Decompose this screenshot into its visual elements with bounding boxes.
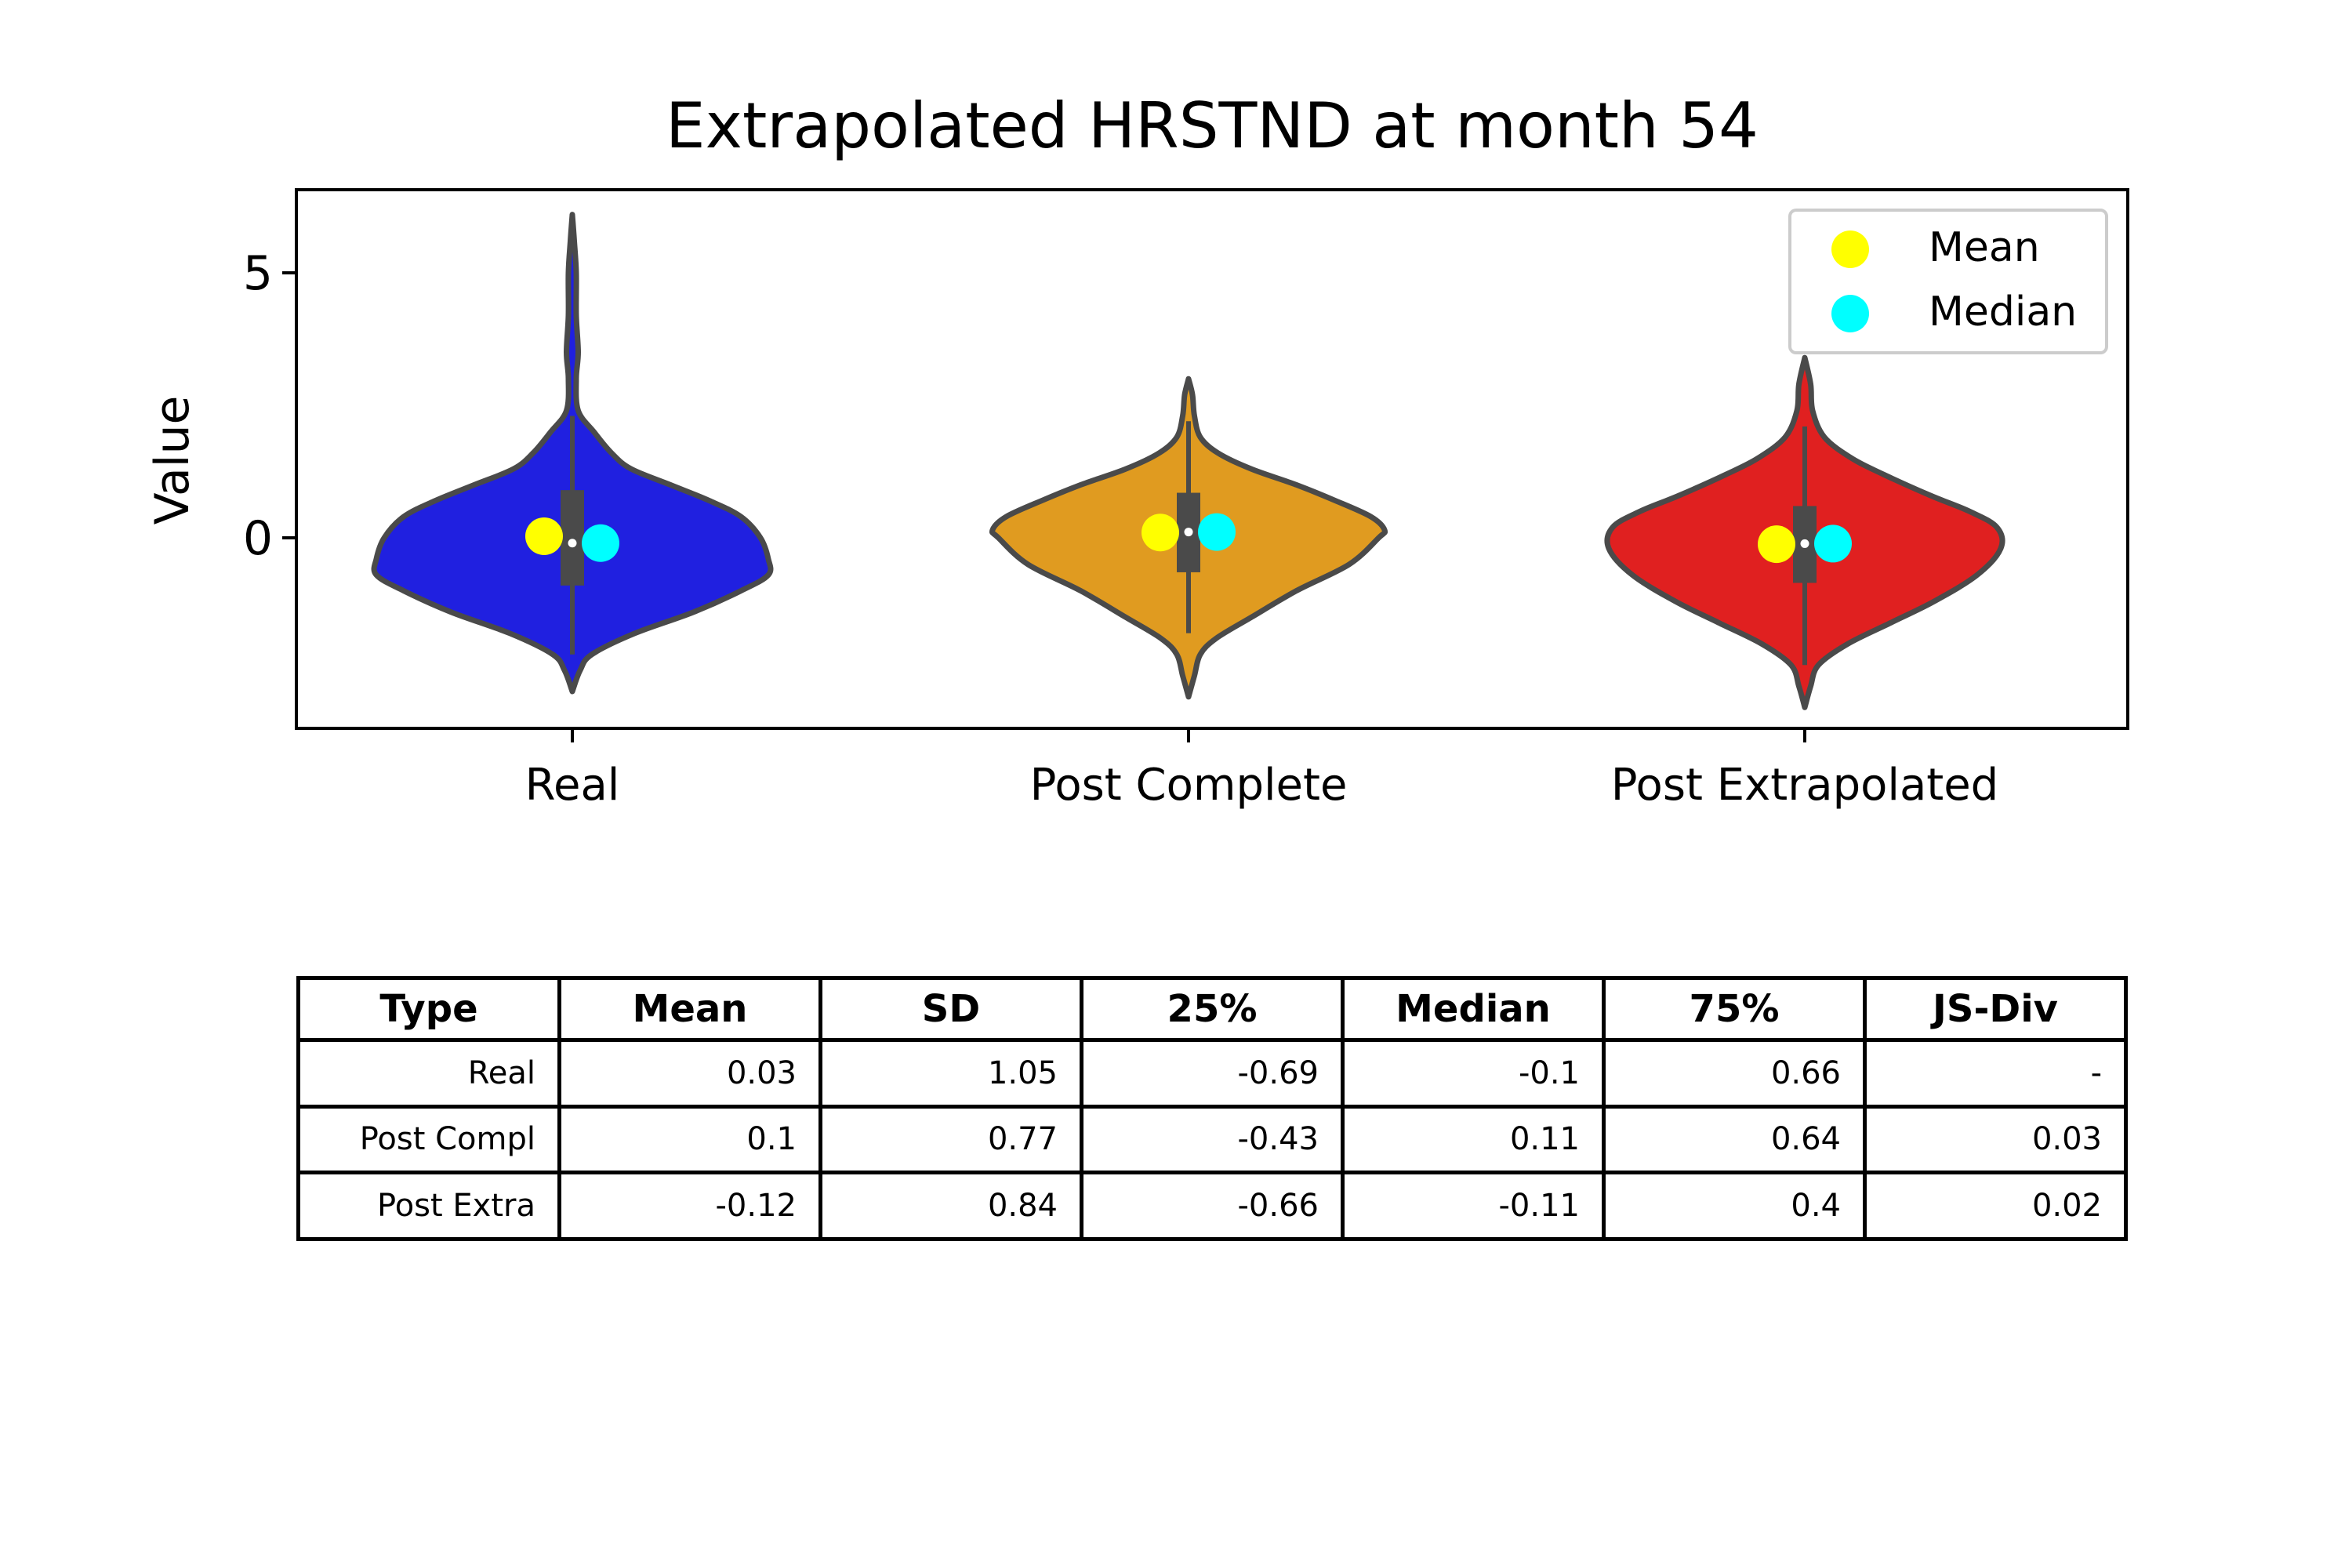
plot-area (371, 212, 2005, 710)
col-header-js-div: JS-Div (1863, 976, 2128, 1042)
legend-median-label: Median (1929, 289, 2077, 336)
axes-frame (295, 188, 2129, 730)
x-tick-label: Post Complete (1030, 760, 1348, 811)
mean-point (1142, 514, 1179, 552)
table-cell: - (1863, 1038, 2128, 1109)
mean-point (1758, 525, 1795, 564)
table-cell: 0.11 (1341, 1104, 1606, 1175)
y-axis-label: Value (145, 396, 200, 525)
legend-frame (1788, 209, 2108, 354)
mean-point (525, 517, 563, 555)
table-cell: -0.43 (1080, 1104, 1345, 1175)
table-cell: 0.77 (818, 1104, 1083, 1175)
violin-median-dot (1800, 539, 1809, 548)
col-header-q3: 75% (1602, 976, 1867, 1042)
table-cell: 1.05 (818, 1038, 1083, 1109)
legend-mean-marker (1831, 230, 1869, 268)
table-cell: Real (296, 1038, 561, 1109)
legend-mean-label: Mean (1929, 224, 2040, 271)
table-header-row: Type Mean SD 25% Median 75% JS-Div (296, 976, 2128, 1042)
table-row: Post Compl 0.1 0.77 -0.43 0.11 0.64 0.03 (296, 1104, 2128, 1175)
table-cell: 0.4 (1602, 1171, 1867, 1241)
col-header-q1: 25% (1080, 976, 1345, 1042)
chart-title: Extrapolated HRSTND at month 54 (666, 89, 1759, 162)
table-cell: 0.02 (1863, 1171, 2128, 1241)
table-cell: Post Extra (296, 1171, 561, 1241)
summary-table: Type Mean SD 25% Median 75% JS-Div Real … (296, 976, 2128, 1241)
table-cell: -0.12 (557, 1171, 822, 1241)
col-header-sd: SD (818, 976, 1083, 1042)
table-cell: Post Compl (296, 1104, 561, 1175)
table-cell: 0.03 (1863, 1104, 2128, 1175)
table-row: Post Extra -0.12 0.84 -0.66 -0.11 0.4 0.… (296, 1171, 2128, 1241)
median-point (582, 524, 619, 562)
x-tick-label: Post Extrapolated (1611, 760, 1998, 811)
table-cell: -0.69 (1080, 1038, 1345, 1109)
legend: Mean Median (1788, 209, 2108, 354)
violin-median-dot (1184, 528, 1193, 537)
table-cell: 0.64 (1602, 1104, 1867, 1175)
violin-median-dot (568, 539, 577, 548)
axes: Real Post Complete Post Extrapolated 0 5 (243, 246, 1998, 811)
x-tick-label: Real (525, 760, 620, 811)
table-row: Real 0.03 1.05 -0.69 -0.1 0.66 - (296, 1038, 2128, 1109)
legend-median-marker (1831, 295, 1869, 332)
y-tick-label: 0 (243, 511, 273, 566)
col-header-mean: Mean (557, 976, 822, 1042)
table-cell: 0.84 (818, 1171, 1083, 1241)
violin-iqr-box (561, 490, 584, 586)
table-cell: -0.1 (1341, 1038, 1606, 1109)
table-cell: 0.66 (1602, 1038, 1867, 1109)
table-cell: -0.66 (1080, 1171, 1345, 1241)
median-point (1814, 524, 1852, 563)
median-point (1198, 513, 1236, 551)
table-cell: 0.03 (557, 1038, 822, 1109)
col-header-median: Median (1341, 976, 1606, 1042)
table-cell: -0.11 (1341, 1171, 1606, 1241)
table-cell: 0.1 (557, 1104, 822, 1175)
col-header-type: Type (296, 976, 561, 1042)
y-tick-label: 5 (243, 246, 273, 301)
